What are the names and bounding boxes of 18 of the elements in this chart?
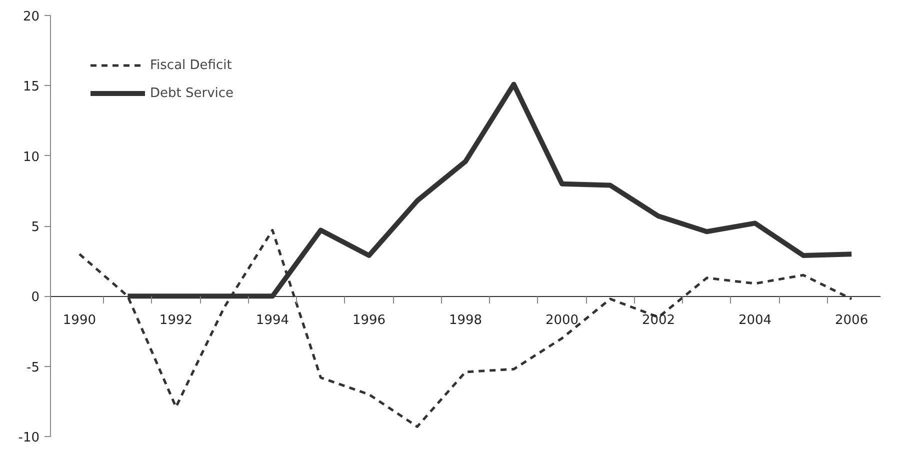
y-tick-label: 5	[31, 220, 40, 235]
y-tick-label: -10	[18, 430, 40, 446]
y-tick-label: 0	[31, 290, 40, 306]
x-tick-label: 2000	[545, 313, 579, 328]
y-tick-label: 20	[22, 10, 40, 24]
x-tick-label: 1992	[159, 313, 193, 328]
y-tick-label: 15	[22, 80, 40, 95]
y-tick-label: 10	[22, 150, 40, 165]
x-tick-label: 1990	[62, 313, 96, 328]
x-tick-label: 1994	[256, 313, 290, 328]
x-tick-label: 1996	[352, 313, 386, 328]
legend-label: Fiscal Deficit	[150, 58, 232, 72]
legend-label: Debt Service	[150, 86, 234, 100]
x-tick-label: 1998	[448, 313, 482, 328]
x-tick-label: 2004	[738, 313, 772, 328]
y-tick-label: -5	[26, 360, 40, 376]
x-tick-label: 2002	[642, 313, 676, 328]
x-tick-label: 2006	[835, 313, 868, 328]
